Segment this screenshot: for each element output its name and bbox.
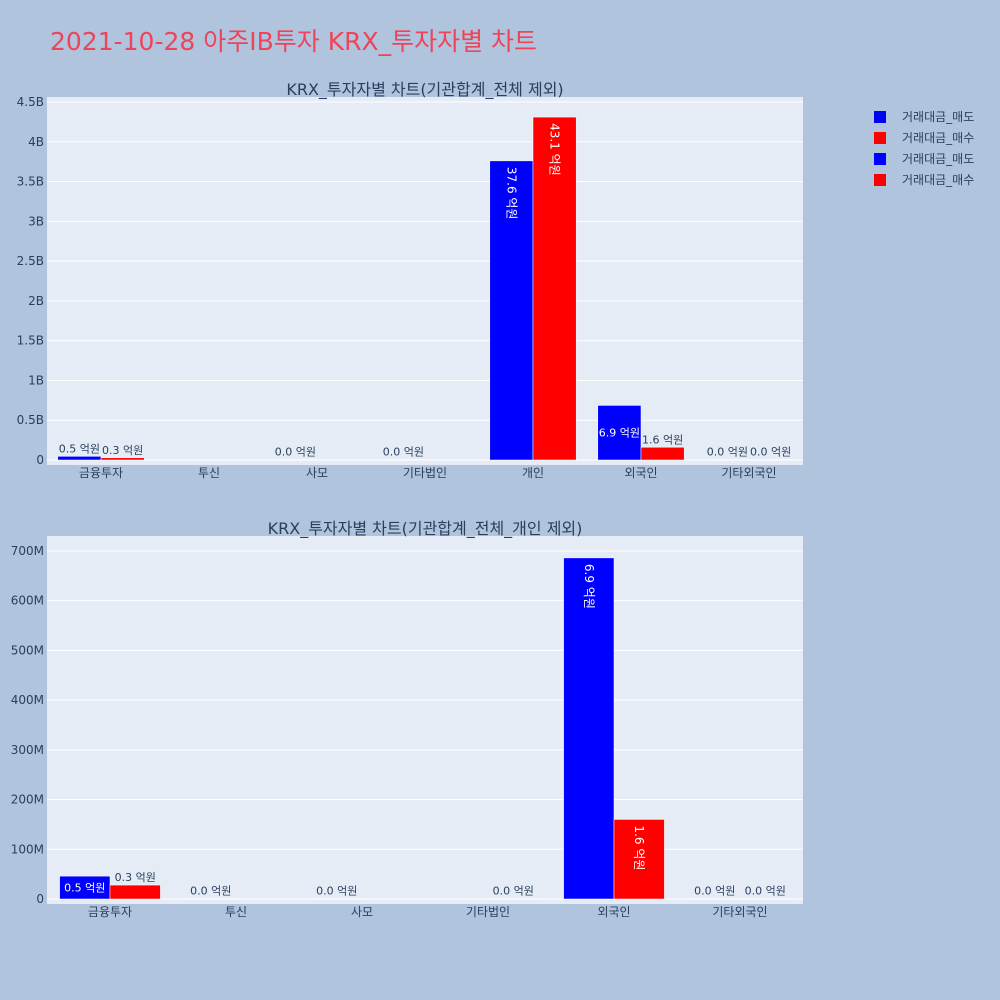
bar (597, 405, 642, 461)
legend-item[interactable]: 거래대금_매도 (874, 148, 974, 169)
legend-label: 거래대금_매수 (902, 173, 975, 187)
legend-label: 거래대금_매도 (902, 152, 975, 166)
y-tick-label: 300M (11, 743, 44, 757)
bar (311, 898, 363, 900)
legend-swatch-sell (874, 152, 886, 165)
y-tick-label: 4.5B (17, 95, 44, 109)
data-label: 6.9 억원 (582, 564, 596, 609)
data-label: 0.0 억원 (493, 885, 534, 898)
y-tick-label: 3B (28, 214, 44, 228)
y-tick-label: 200M (11, 793, 44, 807)
legend-label: 거래대금_매도 (902, 110, 975, 124)
legend-swatch-buy (874, 173, 886, 186)
data-label: 6.9 억원 (599, 427, 640, 440)
y-tick-label: 0 (36, 892, 44, 906)
bar (487, 898, 539, 900)
plot-area (47, 97, 803, 465)
x-tick-label: 외국인 (624, 466, 657, 480)
page-title: 2021-10-28 아주IB투자 KRX_투자자별 차트 (50, 27, 538, 56)
data-label: 37.6 억원 (504, 167, 518, 220)
y-tick-label: 600M (11, 594, 44, 608)
data-label: 0.5 억원 (59, 442, 100, 455)
bar (705, 459, 750, 461)
bar (739, 898, 791, 900)
y-tick-label: 2.5B (17, 254, 44, 268)
bar (563, 557, 615, 900)
x-tick-label: 금융투자 (79, 466, 123, 480)
data-label: 0.3 억원 (102, 444, 143, 457)
data-label: 0.3 억원 (115, 871, 156, 884)
y-tick-label: 0 (36, 453, 44, 467)
legend-item[interactable]: 거래대금_매도 (874, 106, 974, 127)
data-label: 0.5 억원 (64, 882, 105, 895)
legend-swatch-buy (874, 131, 886, 144)
bar (532, 116, 577, 461)
data-label: 0.0 억원 (190, 885, 231, 898)
x-tick-label: 투신 (198, 466, 220, 480)
bar (273, 459, 318, 461)
y-tick-label: 4B (28, 135, 44, 149)
data-label: 0.0 억원 (745, 885, 786, 898)
bar (381, 459, 426, 461)
data-label: 0.0 억원 (694, 885, 735, 898)
bar (57, 456, 102, 461)
bar (748, 459, 793, 461)
legend-label: 거래대금_매수 (902, 131, 975, 145)
chart-title: KRX_투자자별 차트(기관합계_전체 제외) (286, 80, 563, 100)
data-label: 1.6 억원 (642, 433, 683, 446)
legend-swatch-sell (874, 110, 886, 123)
y-tick-label: 1B (28, 373, 44, 387)
x-tick-label: 금융투자 (88, 905, 132, 919)
y-tick-label: 1.5B (17, 334, 44, 348)
data-label: 1.6 억원 (632, 825, 646, 870)
x-tick-label: 사모 (306, 466, 328, 480)
data-label: 0.0 억원 (275, 446, 316, 459)
x-tick-label: 외국인 (597, 905, 630, 919)
bar (100, 457, 145, 461)
x-tick-label: 기타외국인 (721, 466, 776, 480)
data-label: 0.0 억원 (750, 446, 791, 459)
x-tick-label: 기타법인 (403, 466, 447, 480)
data-label: 0.0 억원 (707, 446, 748, 459)
chart-title: KRX_투자자별 차트(기관합계_전체_개인 제외) (268, 519, 583, 539)
y-tick-label: 2B (28, 294, 44, 308)
y-tick-label: 400M (11, 693, 44, 707)
bar (185, 898, 237, 900)
bar (489, 160, 534, 461)
legend-item[interactable]: 거래대금_매수 (874, 169, 974, 190)
x-tick-label: 기타법인 (466, 905, 510, 919)
x-tick-label: 기타외국인 (712, 905, 767, 919)
bar (689, 898, 741, 900)
data-label: 43.1 억원 (548, 123, 562, 176)
y-tick-label: 700M (11, 544, 44, 558)
bar (640, 447, 685, 461)
legend-item[interactable]: 거래대금_매수 (874, 127, 974, 148)
plot-area (47, 536, 803, 904)
x-tick-label: 개인 (522, 466, 544, 480)
bar (109, 884, 161, 900)
y-tick-label: 500M (11, 643, 44, 657)
y-tick-label: 0.5B (17, 413, 44, 427)
x-tick-label: 사모 (351, 905, 373, 919)
data-label: 0.0 억원 (383, 446, 424, 459)
y-tick-label: 100M (11, 842, 44, 856)
y-tick-label: 3.5B (17, 175, 44, 189)
data-label: 0.0 억원 (316, 885, 357, 898)
bar (613, 819, 665, 900)
legend[interactable]: 거래대금_매도 거래대금_매수 거래대금_매도 거래대금_매수 (874, 106, 974, 190)
x-tick-label: 투신 (225, 905, 247, 919)
